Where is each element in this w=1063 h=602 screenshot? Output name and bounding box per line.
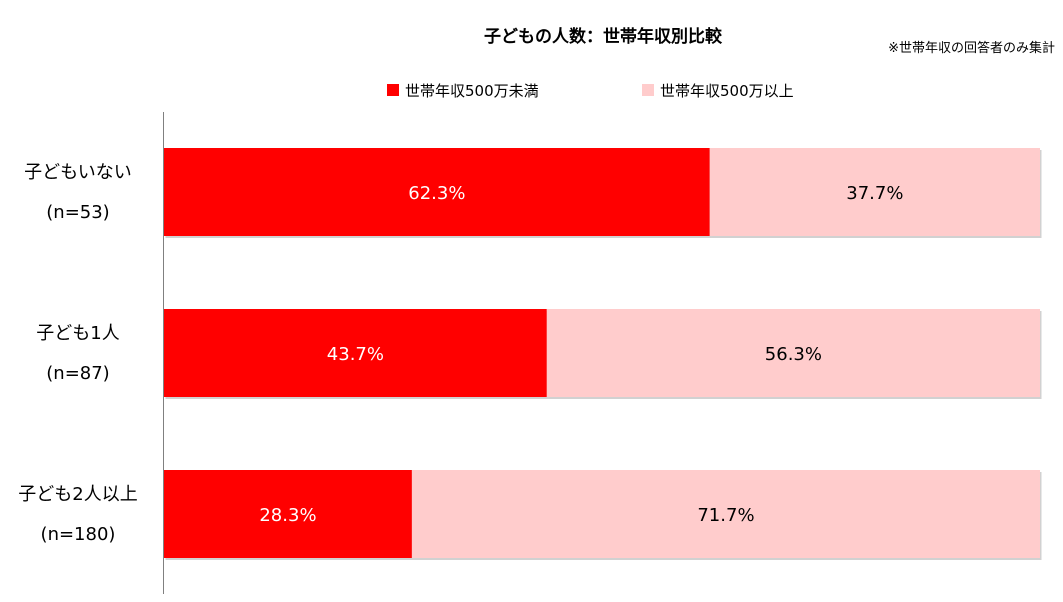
value-labels: 62.3% 37.7% 43.7% 56.3% 28.3% 71.7% [259, 183, 903, 526]
category-n-label: (n=87) [46, 363, 109, 384]
legend-label-over-500: 世帯年収500万以上 [660, 82, 794, 100]
chart-title: 子どもの人数：世帯年収別比較 [484, 26, 723, 47]
category-labels: 子どもいない (n=53) 子ども1人 (n=87) 子ども2人以上 (n=180) [18, 162, 137, 545]
bar-segment-over-500 [546, 309, 1040, 397]
category-n-label: (n=53) [46, 202, 109, 223]
bar-segment-under-500 [164, 309, 547, 397]
category-n-label: (n=180) [41, 524, 116, 545]
category-label: 子ども2人以上 [18, 484, 137, 505]
bars [164, 148, 1042, 560]
legend-label-under-500: 世帯年収500万未満 [405, 82, 539, 100]
value-label: 62.3% [408, 183, 465, 204]
legend: 世帯年収500万未満 世帯年収500万以上 [387, 82, 794, 100]
bar-segment-over-500 [411, 470, 1041, 558]
chart-note: ※世帯年収の回答者のみ集計 [888, 40, 1055, 56]
category-label: 子どもいない [24, 162, 132, 183]
category-label: 子ども1人 [36, 323, 119, 344]
value-label: 37.7% [846, 183, 903, 204]
value-label: 56.3% [765, 344, 822, 365]
bar-segment-under-500 [164, 470, 412, 558]
value-label: 71.7% [697, 505, 754, 526]
legend-swatch-over-500 [642, 84, 654, 96]
legend-swatch-under-500 [387, 84, 399, 96]
bar-segment-under-500 [164, 148, 710, 236]
value-label: 43.7% [327, 344, 384, 365]
value-label: 28.3% [259, 505, 316, 526]
bar-segment-over-500 [709, 148, 1040, 236]
